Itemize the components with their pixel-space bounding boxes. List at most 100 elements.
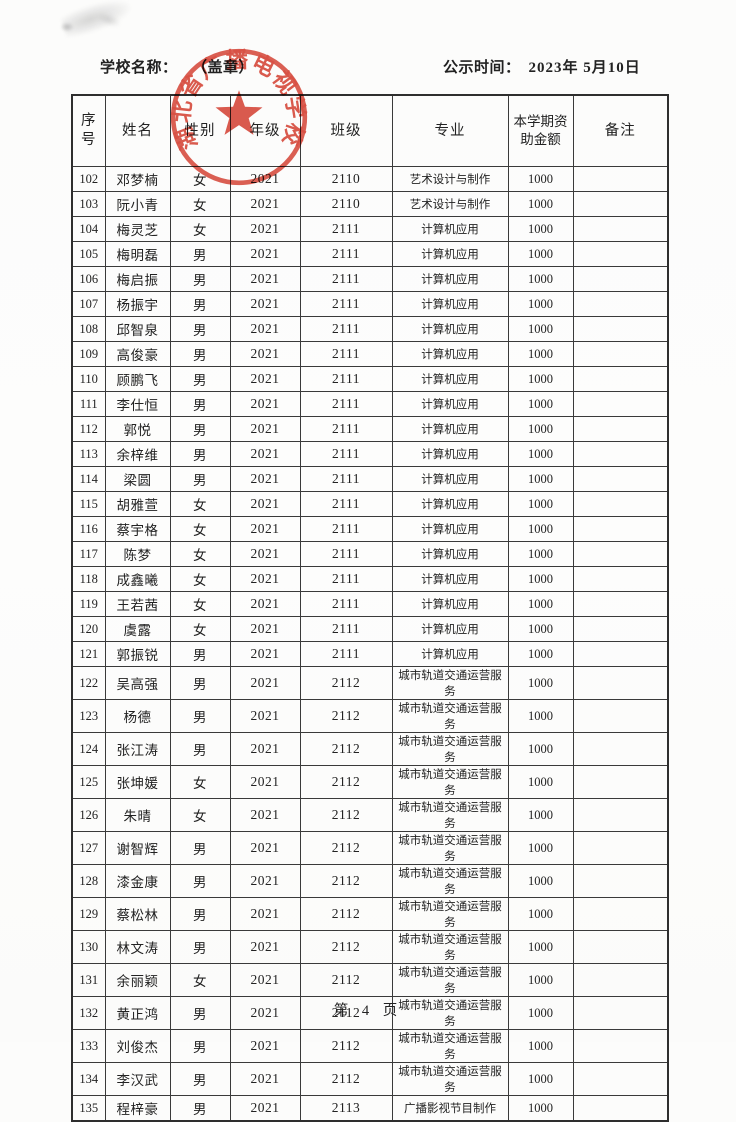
table-cell: 2111 [299, 541, 393, 567]
table-cell: 邱智泉 [104, 316, 171, 342]
table-cell: 计算机应用 [391, 216, 509, 242]
table-cell: 112 [71, 416, 106, 442]
table-cell: 女 [169, 566, 231, 592]
table-row: 129 蔡松林男 2021 2112 城市轨道交通运营服务 1000 [71, 897, 669, 931]
table-row: 118 成鑫曦女 2021 2111 计算机应用 1000 [71, 566, 669, 592]
table-cell: 1000 [507, 366, 574, 392]
column-header-name: 姓名 [104, 94, 171, 167]
table-cell: 程梓豪 [104, 1095, 171, 1122]
table-cell: 计算机应用 [391, 491, 509, 517]
table-row: 105 梅明磊男 2021 2111 计算机应用 1000 [71, 241, 669, 267]
table-cell [572, 391, 669, 417]
table-cell: 2021 [229, 897, 301, 931]
column-header-grade: 年级 [229, 94, 301, 167]
table-cell: 男 [169, 341, 231, 367]
table-cell [572, 441, 669, 467]
table-cell: 男 [169, 466, 231, 492]
table-cell: 2111 [299, 416, 393, 442]
table-cell: 1000 [507, 466, 574, 492]
table-cell [572, 291, 669, 317]
table-cell: 2021 [229, 266, 301, 292]
table-cell: 计算机应用 [391, 441, 509, 467]
table-header-row: 序号 姓名 性别 年级 班级 专业 本学期资助金额 备注 [71, 94, 669, 167]
table-cell: 1000 [507, 166, 574, 192]
table-cell: 城市轨道交通运营服务 [391, 1062, 509, 1096]
table-cell: 125 [71, 765, 106, 799]
table-row: 108 邱智泉男 2021 2111 计算机应用 1000 [71, 316, 669, 342]
table-row: 113 余梓维男 2021 2111 计算机应用 1000 [71, 441, 669, 467]
table-cell: 2112 [299, 1029, 393, 1063]
table-cell: 胡雅萱 [104, 491, 171, 517]
table-cell: 128 [71, 864, 106, 898]
table-cell: 1000 [507, 316, 574, 342]
table-cell: 女 [169, 166, 231, 192]
table-row: 122 吴高强男 2021 2112 城市轨道交通运营服务 1000 [71, 666, 669, 700]
table-row: 123 杨德男 2021 2112 城市轨道交通运营服务 1000 [71, 699, 669, 733]
table-cell: 2021 [229, 831, 301, 865]
table-cell: 女 [169, 963, 231, 997]
table-cell: 2112 [299, 699, 393, 733]
table-cell: 118 [71, 566, 106, 592]
table-cell: 2021 [229, 441, 301, 467]
table-cell: 计算机应用 [391, 541, 509, 567]
table-cell: 2021 [229, 341, 301, 367]
table-cell: 116 [71, 516, 106, 542]
table-cell: 1000 [507, 491, 574, 517]
table-row: 110 顾鹏飞男 2021 2111 计算机应用 1000 [71, 366, 669, 392]
table-cell: 阮小青 [104, 191, 171, 217]
table-cell: 计算机应用 [391, 316, 509, 342]
table-cell: 2021 [229, 1029, 301, 1063]
column-header-remark: 备注 [572, 94, 669, 167]
table-cell: 吴高强 [104, 666, 171, 700]
table-cell: 2111 [299, 641, 393, 667]
table-cell: 女 [169, 591, 231, 617]
table-cell: 131 [71, 963, 106, 997]
table-cell: 2021 [229, 566, 301, 592]
scan-smudge [94, 9, 124, 31]
table-cell [572, 316, 669, 342]
table-row: 106 梅启振男 2021 2111 计算机应用 1000 [71, 266, 669, 292]
table-cell: 张坤媛 [104, 765, 171, 799]
table-cell: 121 [71, 641, 106, 667]
table-cell: 123 [71, 699, 106, 733]
table-cell: 2112 [299, 897, 393, 931]
table-cell: 2021 [229, 241, 301, 267]
table-row: 133 刘俊杰男 2021 2112 城市轨道交通运营服务 1000 [71, 1029, 669, 1063]
table-cell: 2021 [229, 366, 301, 392]
column-header-amount: 本学期资助金额 [507, 94, 574, 167]
table-cell [572, 831, 669, 865]
table-cell [572, 641, 669, 667]
table-cell: 2021 [229, 416, 301, 442]
table-cell: 计算机应用 [391, 591, 509, 617]
table-row: 132 黄正鸿男 2021 2112 城市轨道交通运营服务 1000 [71, 996, 669, 1030]
table-cell: 梅启振 [104, 266, 171, 292]
table-cell [572, 266, 669, 292]
table-cell: 男 [169, 831, 231, 865]
table-cell: 104 [71, 216, 106, 242]
table-cell: 张江涛 [104, 732, 171, 766]
table-cell: 2021 [229, 963, 301, 997]
table-cell: 男 [169, 391, 231, 417]
table-cell: 2021 [229, 291, 301, 317]
table-cell: 1000 [507, 516, 574, 542]
table-cell [572, 897, 669, 931]
table-cell: 男 [169, 666, 231, 700]
table-cell: 1000 [507, 798, 574, 832]
table-cell: 城市轨道交通运营服务 [391, 864, 509, 898]
table-cell: 1000 [507, 241, 574, 267]
table-cell: 2021 [229, 996, 301, 1030]
table-cell: 2111 [299, 491, 393, 517]
student-subsidy-table: 序号 姓名 性别 年级 班级 专业 本学期资助金额 备注 102 邓梦楠女 2021… [71, 94, 669, 1122]
table-row: 120 虞露女 2021 2111 计算机应用 1000 [71, 616, 669, 642]
table-cell: 计算机应用 [391, 566, 509, 592]
table-cell: 2021 [229, 316, 301, 342]
table-cell: 计算机应用 [391, 641, 509, 667]
table-cell: 110 [71, 366, 106, 392]
table-cell: 余梓维 [104, 441, 171, 467]
table-cell: 2111 [299, 466, 393, 492]
table-cell: 女 [169, 765, 231, 799]
table-cell: 1000 [507, 341, 574, 367]
table-cell: 2111 [299, 516, 393, 542]
table-cell: 李汉武 [104, 1062, 171, 1096]
table-cell: 蔡宇格 [104, 516, 171, 542]
